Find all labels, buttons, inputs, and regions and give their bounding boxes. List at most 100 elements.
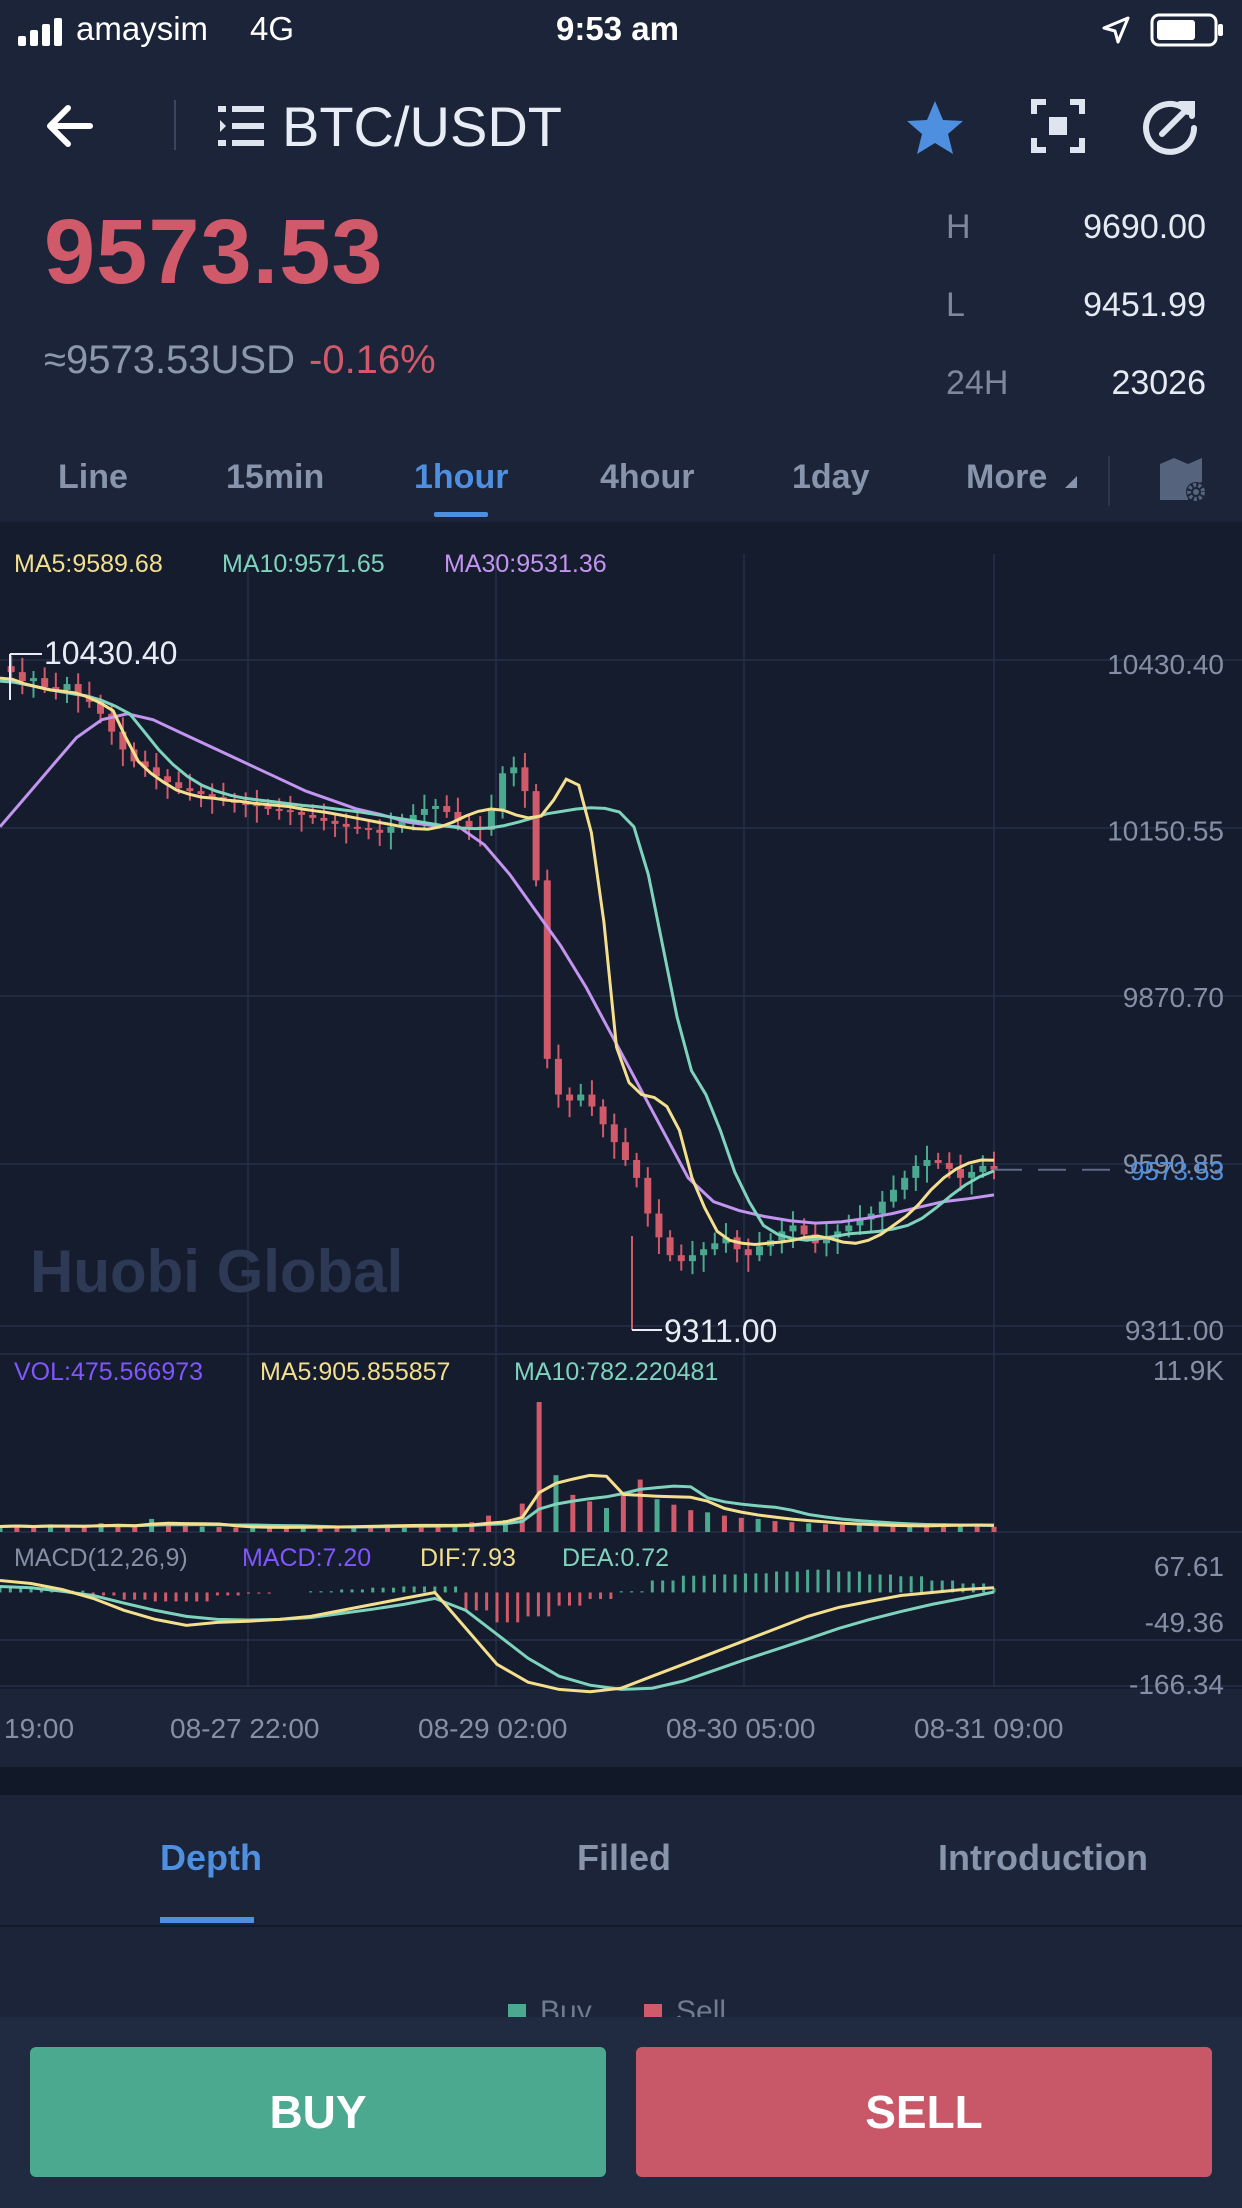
candlestick-chart[interactable]: Huobi Global 10430.40 10150.55 9870.70 9590.… — [0, 522, 1242, 1767]
back-arrow-icon[interactable] — [40, 96, 100, 156]
legend-vol-ma5: MA5:905.855857 — [260, 1358, 450, 1386]
location-arrow-icon — [1102, 16, 1130, 44]
candle-body — [376, 829, 384, 833]
tab-introduction[interactable]: Introduction — [938, 1837, 1148, 1878]
status-bar: amaysim 4G 9:53 am — [0, 0, 1242, 62]
candle-body — [945, 1162, 953, 1169]
min-marker-label: 9311.00 — [664, 1313, 777, 1349]
price-axis-label: 10430.40 — [1107, 649, 1224, 680]
candle-body — [108, 713, 116, 732]
volume-bar — [907, 1526, 913, 1532]
candle-body — [253, 804, 261, 807]
candle-body — [18, 672, 26, 682]
tab-line[interactable]: Line — [58, 458, 128, 496]
legend-vol-ma10: MA10:782.220481 — [514, 1358, 718, 1386]
tab-15min[interactable]: 15min — [226, 458, 325, 496]
volume-bar — [536, 1402, 542, 1532]
tab-depth[interactable]: Depth — [160, 1837, 262, 1878]
volume-bar — [671, 1504, 677, 1532]
volume-bar — [570, 1494, 576, 1532]
candle-body — [264, 806, 272, 809]
candle-body — [688, 1255, 696, 1262]
price-axis-label: 9590.85 — [1123, 1149, 1224, 1180]
candle-body — [119, 731, 127, 750]
chart-settings-icon[interactable] — [1156, 454, 1212, 506]
volume-bar — [705, 1512, 711, 1532]
volume-bar — [199, 1526, 205, 1532]
candle-body — [331, 820, 339, 824]
volume-bar — [688, 1510, 694, 1532]
volume-bar — [351, 1526, 357, 1532]
candle-body — [30, 678, 38, 682]
volume-bar — [14, 1525, 20, 1532]
price-axis-label: 9311.00 — [1125, 1315, 1224, 1346]
volume-bar — [806, 1523, 812, 1532]
candle-body — [387, 826, 395, 833]
candle-body — [889, 1189, 897, 1202]
volume-bar — [654, 1499, 660, 1532]
volume-bar — [991, 1526, 997, 1532]
volume-24h-row: 24H 23026 — [946, 364, 1206, 414]
volume-bar — [873, 1525, 879, 1532]
candle-body — [164, 776, 172, 783]
fullscreen-icon[interactable] — [1030, 98, 1086, 154]
legend-vol: VOL:475.566973 — [14, 1358, 203, 1386]
volume-bar — [721, 1515, 727, 1532]
volume-bar — [418, 1525, 424, 1532]
candle-body — [320, 817, 328, 821]
volume-bar — [334, 1527, 340, 1532]
candle-body — [990, 1165, 998, 1170]
candle-body — [52, 687, 60, 690]
ma30-line — [0, 712, 995, 1225]
dif-line — [0, 1579, 995, 1694]
refresh-icon[interactable] — [1140, 96, 1200, 156]
tab-more[interactable]: More — [966, 458, 1079, 497]
candle-body — [286, 810, 294, 813]
tab-filled[interactable]: Filled — [577, 1837, 672, 1878]
network-type: 4G — [250, 10, 295, 47]
info-tabs: Depth Filled Introduction — [0, 1795, 1242, 1927]
volume-bar — [940, 1523, 946, 1532]
pair-title[interactable]: BTC/USDT — [282, 95, 562, 158]
volume-bar — [839, 1524, 845, 1532]
candle-body — [197, 791, 205, 795]
legend-macd-params: MACD(12,26,9) — [14, 1544, 188, 1572]
menu-list-icon[interactable] — [216, 100, 268, 152]
tab-4hour[interactable]: 4hour — [600, 458, 695, 496]
usd-price-line: ≈9573.53USD -0.16% — [44, 338, 436, 383]
chart-canvas[interactable]: Huobi Global 10430.40 10150.55 9870.70 9590.… — [0, 522, 1242, 1767]
candle-body — [800, 1225, 808, 1235]
macd-axis-label: -49.36 — [1145, 1607, 1224, 1638]
volume-bar — [620, 1492, 626, 1532]
candle-body — [901, 1177, 909, 1190]
candle-body — [655, 1213, 663, 1238]
time-axis-label: 08-30 05:00 — [666, 1713, 815, 1744]
volume-bar — [435, 1526, 441, 1532]
depth-panel: Buy Sell — [0, 1927, 1242, 2028]
candle-body — [298, 811, 306, 815]
tab-1day[interactable]: 1day — [792, 458, 870, 496]
dea-line — [0, 1585, 995, 1691]
legend-dea: DEA:0.72 — [562, 1544, 669, 1572]
buy-button[interactable]: BUY — [30, 2047, 606, 2177]
volume-bar — [772, 1521, 778, 1532]
legend-ma5: MA5:9589.68 — [14, 550, 163, 578]
sell-button[interactable]: SELL — [636, 2047, 1212, 2177]
candle-body — [409, 814, 417, 821]
volume-bar — [924, 1525, 930, 1532]
candle-body — [789, 1225, 797, 1232]
volume-bar — [0, 1526, 3, 1532]
volume-bar — [182, 1525, 188, 1532]
volume-bar — [957, 1524, 963, 1532]
low-label: L — [946, 286, 965, 324]
star-icon[interactable] — [904, 98, 966, 158]
tab-1hour[interactable]: 1hour — [414, 458, 509, 496]
chart-background — [0, 522, 1242, 1767]
candle-body — [353, 826, 361, 829]
candle-body — [566, 1094, 574, 1101]
candle-body — [577, 1094, 585, 1101]
volume-bar — [132, 1525, 138, 1532]
volume-bar — [502, 1519, 508, 1532]
volume-bar — [738, 1517, 744, 1532]
volume-ma5-line — [0, 1473, 995, 1529]
